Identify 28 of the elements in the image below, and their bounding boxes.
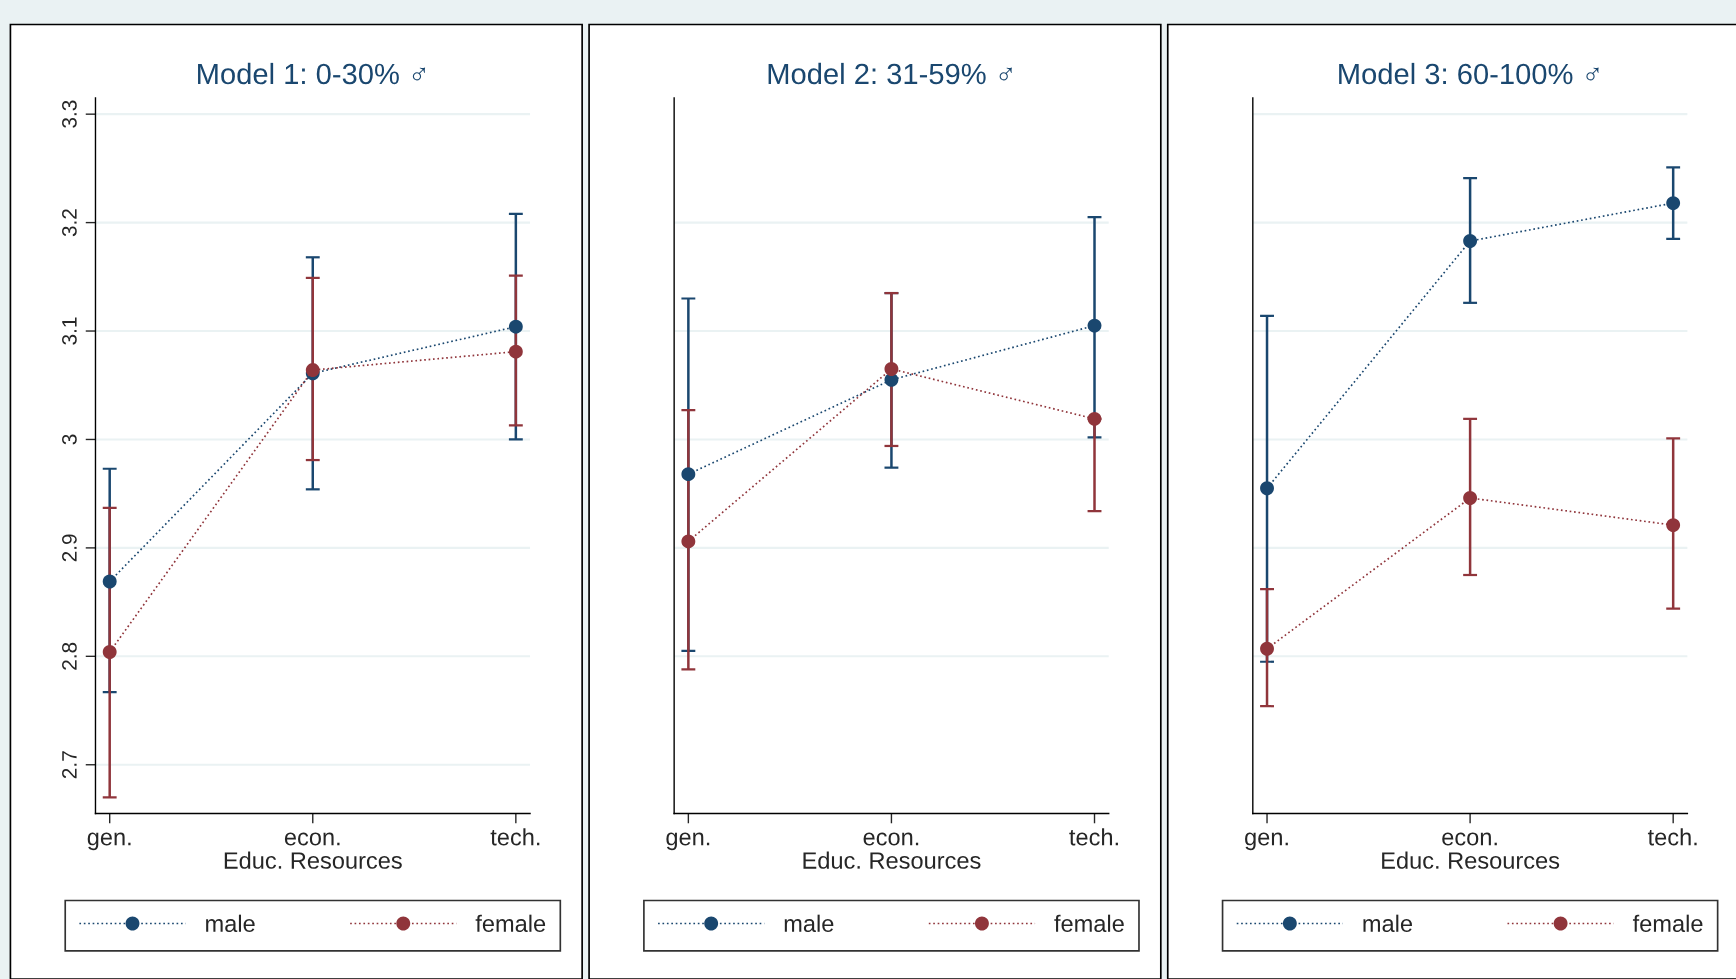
x-tick-label: tech.: [1069, 828, 1118, 846]
x-tick-label: tech.: [1647, 828, 1697, 846]
x-axis-title: Educ. Resources: [224, 851, 402, 869]
y-tick-label: 2.7: [62, 751, 77, 779]
x-tick-label: gen.: [1245, 832, 1288, 851]
legend-label: male: [206, 914, 255, 933]
legend-label: female: [1054, 914, 1124, 933]
x-tick-label: econ.: [284, 832, 340, 846]
chart-title: Model 3: 60-100% ♂: [1339, 62, 1599, 85]
y-tick-label: 2.8: [62, 642, 77, 670]
legend-label: female: [1632, 914, 1703, 933]
legend-label: female: [475, 914, 546, 933]
y-tick-label: 3.2: [62, 209, 77, 237]
y-tick-label: 2.9: [62, 534, 77, 562]
chart-title: Model 2: 31-59% ♂: [768, 62, 1012, 85]
legend-label: male: [1363, 914, 1412, 933]
y-tick-label: 3: [62, 434, 77, 445]
x-tick-label: gen.: [666, 832, 710, 851]
chart-title: Model 1: 0-30% ♂: [198, 62, 426, 85]
x-tick-label: econ.: [863, 832, 919, 846]
y-tick-label: 3.3: [62, 100, 77, 128]
y-tick-label: 3.1: [62, 317, 77, 345]
x-axis-title: Educ. Resources: [803, 851, 981, 869]
x-tick-label: tech.: [490, 828, 540, 846]
x-tick-label: econ.: [1442, 832, 1497, 846]
x-tick-label: gen.: [87, 832, 131, 851]
x-axis-title: Educ. Resources: [1382, 851, 1560, 869]
legend-label: male: [784, 914, 834, 933]
